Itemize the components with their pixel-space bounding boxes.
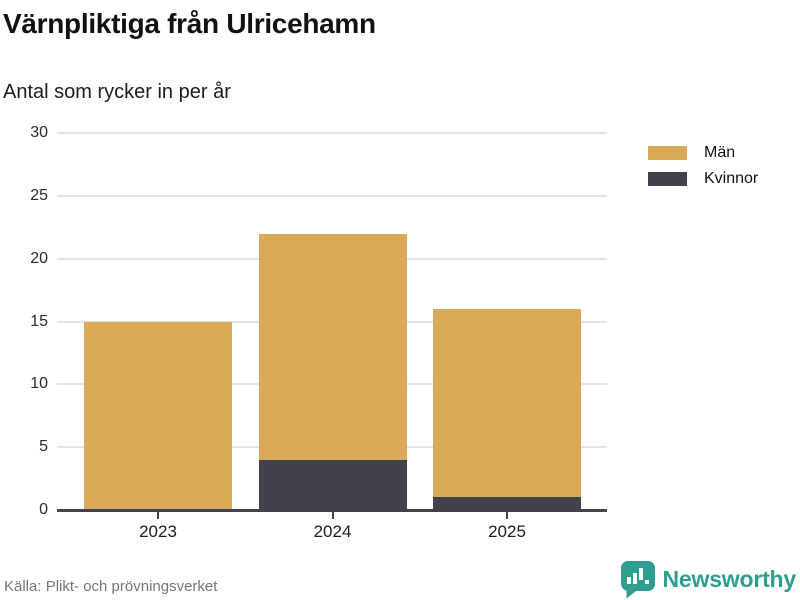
x-axis-tick-label: 2023 bbox=[139, 522, 177, 541]
y-axis-tick-label: 0 bbox=[39, 501, 48, 518]
x-axis-tick bbox=[331, 512, 334, 519]
gridline-y-25 bbox=[57, 194, 607, 197]
y-axis-tick-label: 5 bbox=[39, 438, 48, 456]
legend-label-kvinnor: Kvinnor bbox=[704, 170, 759, 187]
y-axis-tick-label: 30 bbox=[30, 124, 48, 141]
bar-segment-kvinnor-2024 bbox=[258, 459, 407, 510]
x-axis-tick bbox=[506, 512, 508, 519]
legend-item-män: Män bbox=[648, 144, 758, 161]
y-axis-tick-label: 25 bbox=[30, 186, 48, 204]
bar-segment-män-2025 bbox=[433, 308, 581, 498]
x-axis-tick bbox=[157, 512, 159, 519]
legend-label-män: Män bbox=[704, 144, 736, 161]
legend-swatch-kvinnor bbox=[648, 172, 687, 186]
chart-title: Värnpliktiga från Ulricehamn bbox=[3, 8, 376, 39]
gridline-y-30 bbox=[57, 132, 607, 134]
y-axis-tick-label: 10 bbox=[30, 375, 48, 393]
source-note: Källa: Plikt- och prövningsverket bbox=[4, 578, 218, 595]
legend-item-kvinnor: Kvinnor bbox=[648, 170, 759, 187]
chart-subtitle: Antal som rycker in per år bbox=[3, 81, 231, 103]
bar-segment-kvinnor-2025 bbox=[433, 497, 581, 510]
newsworthy-logo-text: Newsworthy bbox=[662, 565, 797, 592]
x-axis-tick-label: 2025 bbox=[488, 522, 526, 541]
x-axis-tick-label: 2024 bbox=[313, 522, 352, 541]
y-axis-tick-label: 20 bbox=[30, 249, 48, 267]
bar-segment-män-2023 bbox=[84, 321, 232, 510]
x-axis-line bbox=[57, 509, 607, 512]
legend: Män Kvinnor bbox=[648, 144, 759, 198]
y-axis-tick-label: 15 bbox=[30, 312, 48, 330]
newsworthy-logo: Newsworthy bbox=[620, 560, 796, 598]
bar-segment-män-2024 bbox=[258, 233, 407, 460]
legend-swatch-män bbox=[648, 146, 687, 160]
newsworthy-logo-icon bbox=[620, 561, 655, 598]
